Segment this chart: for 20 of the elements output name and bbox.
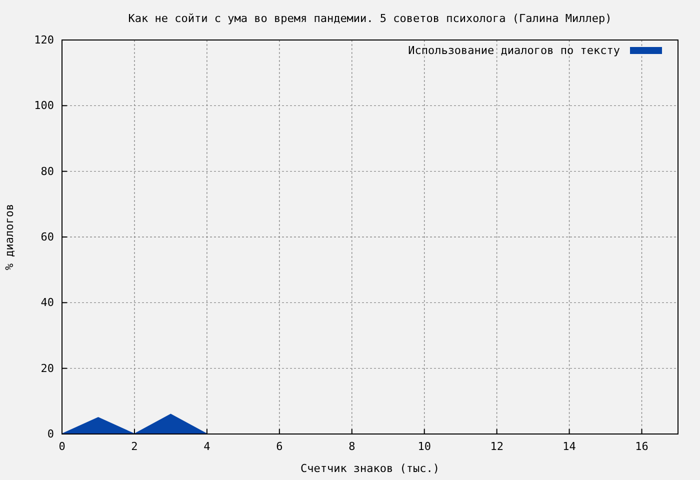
x-tick-label: 2 <box>131 440 138 453</box>
x-tick-label: 8 <box>348 440 356 453</box>
y-tick-label: 60 <box>40 230 54 244</box>
y-tick-label: 100 <box>34 99 54 112</box>
y-tick-label: 80 <box>40 164 54 178</box>
y-axis-title: % диалогов <box>3 204 16 270</box>
x-tick-label: 0 <box>58 440 66 453</box>
x-tick-label: 16 <box>635 440 648 453</box>
x-tick-label: 4 <box>204 440 211 453</box>
x-tick-label: 10 <box>418 440 431 453</box>
x-tick-label: 12 <box>490 440 504 453</box>
y-tick-label: 120 <box>34 34 54 47</box>
chart-title: Как не сойти с ума во время пандемии. 5 советов психолога (Галина Миллер) <box>128 12 612 25</box>
y-tick-label: 0 <box>47 428 54 441</box>
x-axis-title: Счетчик знаков (тыс.) <box>300 462 440 475</box>
x-tick-label: 6 <box>276 440 283 453</box>
x-tick-label: 14 <box>562 440 576 453</box>
y-tick-label: 20 <box>40 362 54 375</box>
y-tick-label: 40 <box>40 296 54 310</box>
legend-label: Использование диалогов по тексту <box>408 44 620 57</box>
